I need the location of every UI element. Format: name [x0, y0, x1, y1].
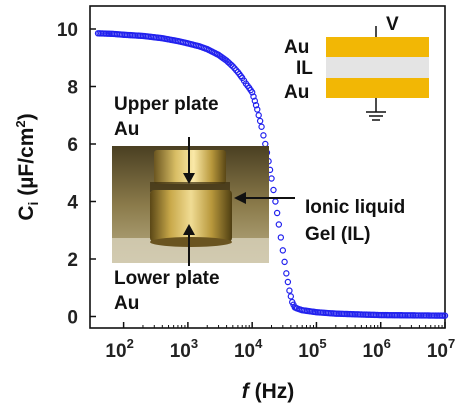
- y-tick-label: 2: [67, 250, 78, 271]
- lower-arrow-head: [183, 224, 195, 235]
- upper-arrow-head: [183, 173, 195, 184]
- y-tick-label: 4: [67, 193, 78, 214]
- device-photo: [112, 146, 269, 263]
- lower-gold-layer: [326, 78, 429, 98]
- data-point-dense: [277, 234, 285, 241]
- data-point-dense: [287, 293, 295, 300]
- x-tick-label: 106: [363, 336, 391, 362]
- schematic-top-label: Au: [284, 37, 309, 58]
- data-point-dense: [256, 117, 264, 125]
- gel-layer: [326, 57, 429, 78]
- upper-plate-material: Au: [114, 119, 139, 140]
- x-tick-label: 107: [427, 336, 455, 362]
- x-tick-label: 103: [170, 336, 198, 362]
- y-tick-label: 6: [67, 135, 78, 156]
- lower-plate-shape: [150, 190, 232, 242]
- upper-plate-label: Upper plate: [114, 94, 219, 115]
- data-point: [258, 123, 265, 130]
- data-point: [254, 106, 261, 113]
- data-point-dense: [252, 101, 260, 109]
- gel-label-abbrev: Gel (IL): [305, 224, 370, 245]
- upper-gold-layer: [326, 37, 429, 57]
- electrode-schematic: V Au IL Au: [284, 14, 429, 121]
- data-point-dense: [228, 61, 235, 69]
- plate-base-shadow: [150, 237, 232, 247]
- y-axis-title: Ci (µF/cm2): [13, 113, 41, 220]
- gel-arrow-head: [234, 192, 246, 204]
- y-tick-label: 10: [57, 20, 78, 41]
- x-axis-title: f (Hz): [242, 380, 295, 403]
- y-tick-label: 0: [67, 308, 78, 329]
- x-tick-label: 104: [234, 336, 263, 362]
- schematic-middle-label: IL: [296, 58, 313, 79]
- x-tick-label: 102: [105, 336, 133, 362]
- gel-label: Ionic liquid: [305, 197, 405, 218]
- voltage-label: V: [386, 14, 399, 35]
- data-point-dense: [273, 209, 281, 217]
- x-tick-label: 105: [298, 336, 326, 362]
- annotation-arrows: [183, 137, 295, 266]
- data-point: [251, 97, 259, 105]
- data-point-dense: [260, 132, 267, 139]
- lower-plate-material: Au: [114, 293, 139, 314]
- data-point: [279, 247, 287, 254]
- data-point: [286, 287, 293, 294]
- y-axis-ticks: 0 2 4 6 8 10: [57, 20, 96, 329]
- data-point: [275, 221, 283, 228]
- data-point: [283, 270, 290, 277]
- y-tick-label: 8: [67, 78, 78, 99]
- data-point: [441, 312, 449, 319]
- schematic-bottom-label: Au: [284, 82, 309, 103]
- data-point-dense: [281, 258, 288, 266]
- photo-gap: [150, 182, 230, 192]
- x-axis-ticks: 102 103 104 105 106 107: [105, 322, 455, 362]
- lower-plate-label: Lower plate: [114, 268, 220, 289]
- data-point-dense: [270, 186, 277, 194]
- data-point-dense: [284, 278, 292, 286]
- data-point-dense: [255, 112, 262, 119]
